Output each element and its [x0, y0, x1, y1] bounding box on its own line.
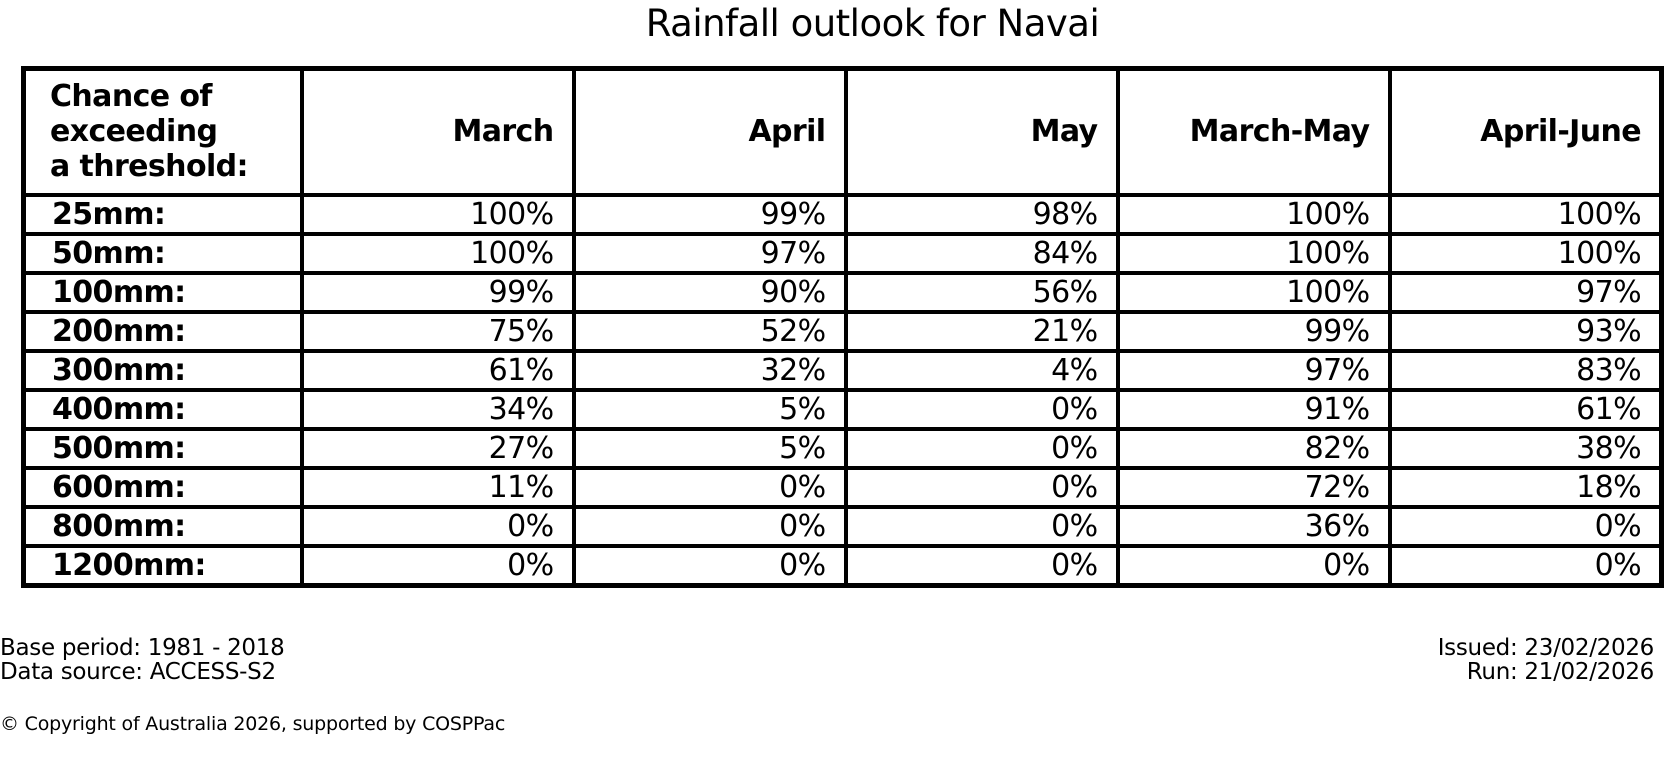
- row-label-50mm: 50mm:: [21, 231, 304, 275]
- column-header-april-june: April-June: [1387, 66, 1664, 197]
- cell-300mm-march: 61%: [299, 348, 576, 392]
- table-row-600mm: 600mm: 11% 0% 0% 72% 18%: [21, 465, 1664, 509]
- column-header-may: May: [843, 66, 1120, 197]
- cell-400mm-may: 0%: [843, 387, 1120, 431]
- page-title: Rainfall outlook for Navai: [645, 2, 1100, 45]
- cell-800mm-may: 0%: [843, 504, 1120, 548]
- table-header: Chance of exceeding a threshold: March A…: [21, 66, 1664, 197]
- cell-600mm-may: 0%: [843, 465, 1120, 509]
- cell-200mm-march: 75%: [299, 309, 576, 353]
- row-label-500mm: 500mm:: [21, 426, 304, 470]
- cell-25mm-april-june: 100%: [1387, 192, 1664, 236]
- cell-100mm-may: 56%: [843, 270, 1120, 314]
- table-row-25mm: 25mm: 100% 99% 98% 100% 100%: [21, 192, 1664, 236]
- cell-800mm-march: 0%: [299, 504, 576, 548]
- cell-1200mm-april-june: 0%: [1387, 543, 1664, 587]
- row-label-600mm: 600mm:: [21, 465, 304, 509]
- cell-600mm-march-may: 72%: [1115, 465, 1392, 509]
- table-row-1200mm: 1200mm: 0% 0% 0% 0% 0%: [21, 543, 1664, 587]
- cell-50mm-march: 100%: [299, 231, 576, 275]
- cell-200mm-april-june: 93%: [1387, 309, 1664, 353]
- rainfall-probability-table: Chance of exceeding a threshold: March A…: [21, 66, 1664, 588]
- cell-100mm-april: 90%: [571, 270, 848, 314]
- data-source-text: Data source: ACCESS-S2: [0, 658, 276, 685]
- cell-50mm-april: 97%: [571, 231, 848, 275]
- table-row-300mm: 300mm: 61% 32% 4% 97% 83%: [21, 348, 1664, 392]
- issued-date-text: Issued: 23/02/2026: [1437, 634, 1655, 661]
- row-label-1200mm: 1200mm:: [21, 543, 304, 587]
- table-row-400mm: 400mm: 34% 5% 0% 91% 61%: [21, 387, 1664, 431]
- footer: Base period: 1981 - 2018 Data source: AC…: [0, 636, 1665, 684]
- cell-400mm-march: 34%: [299, 387, 576, 431]
- table-body: 25mm: 100% 99% 98% 100% 100% 50mm: 100% …: [21, 192, 1664, 587]
- column-header-march-may: March-May: [1115, 66, 1392, 197]
- cell-25mm-march-may: 100%: [1115, 192, 1392, 236]
- table-row-200mm: 200mm: 75% 52% 21% 99% 93%: [21, 309, 1664, 353]
- cell-300mm-march-may: 97%: [1115, 348, 1392, 392]
- cell-100mm-april-june: 97%: [1387, 270, 1664, 314]
- cell-400mm-april-june: 61%: [1387, 387, 1664, 431]
- cell-500mm-april-june: 38%: [1387, 426, 1664, 470]
- table-row-100mm: 100mm: 99% 90% 56% 100% 97%: [21, 270, 1664, 314]
- cell-200mm-may: 21%: [843, 309, 1120, 353]
- row-label-100mm: 100mm:: [21, 270, 304, 314]
- cell-50mm-april-june: 100%: [1387, 231, 1664, 275]
- cell-200mm-april: 52%: [571, 309, 848, 353]
- row-label-200mm: 200mm:: [21, 309, 304, 353]
- cell-800mm-april-june: 0%: [1387, 504, 1664, 548]
- footer-right: Issued: 23/02/2026 Run: 21/02/2026: [1438, 636, 1665, 684]
- cell-200mm-march-may: 99%: [1115, 309, 1392, 353]
- cell-100mm-march-may: 100%: [1115, 270, 1392, 314]
- row-label-300mm: 300mm:: [21, 348, 304, 392]
- cell-100mm-march: 99%: [299, 270, 576, 314]
- cell-300mm-april: 32%: [571, 348, 848, 392]
- cell-25mm-april: 99%: [571, 192, 848, 236]
- cell-1200mm-may: 0%: [843, 543, 1120, 587]
- cell-300mm-may: 4%: [843, 348, 1120, 392]
- footer-left: Base period: 1981 - 2018 Data source: AC…: [0, 634, 285, 685]
- cell-600mm-april: 0%: [571, 465, 848, 509]
- row-label-400mm: 400mm:: [21, 387, 304, 431]
- column-header-april: April: [571, 66, 848, 197]
- base-period-text: Base period: 1981 - 2018: [0, 634, 285, 661]
- cell-400mm-march-may: 91%: [1115, 387, 1392, 431]
- cell-500mm-march-may: 82%: [1115, 426, 1392, 470]
- cell-1200mm-april: 0%: [571, 543, 848, 587]
- cell-500mm-april: 5%: [571, 426, 848, 470]
- cell-25mm-may: 98%: [843, 192, 1120, 236]
- copyright-text: © Copyright of Australia 2026, supported…: [0, 712, 506, 735]
- cell-25mm-march: 100%: [299, 192, 576, 236]
- table-row-500mm: 500mm: 27% 5% 0% 82% 38%: [21, 426, 1664, 470]
- cell-1200mm-march: 0%: [299, 543, 576, 587]
- table-row-800mm: 800mm: 0% 0% 0% 36% 0%: [21, 504, 1664, 548]
- column-header-march: March: [299, 66, 576, 197]
- run-date-text: Run: 21/02/2026: [1466, 658, 1655, 685]
- cell-600mm-april-june: 18%: [1387, 465, 1664, 509]
- cell-800mm-april: 0%: [571, 504, 848, 548]
- row-label-25mm: 25mm:: [21, 192, 304, 236]
- cell-400mm-april: 5%: [571, 387, 848, 431]
- cell-50mm-may: 84%: [843, 231, 1120, 275]
- cell-600mm-march: 11%: [299, 465, 576, 509]
- cell-1200mm-march-may: 0%: [1115, 543, 1392, 587]
- cell-500mm-march: 27%: [299, 426, 576, 470]
- table-row-50mm: 50mm: 100% 97% 84% 100% 100%: [21, 231, 1664, 275]
- column-header-threshold: Chance of exceeding a threshold:: [21, 66, 304, 197]
- cell-50mm-march-may: 100%: [1115, 231, 1392, 275]
- header-row: Chance of exceeding a threshold: March A…: [21, 66, 1664, 197]
- cell-800mm-march-may: 36%: [1115, 504, 1392, 548]
- cell-500mm-may: 0%: [843, 426, 1120, 470]
- cell-300mm-april-june: 83%: [1387, 348, 1664, 392]
- row-label-800mm: 800mm:: [21, 504, 304, 548]
